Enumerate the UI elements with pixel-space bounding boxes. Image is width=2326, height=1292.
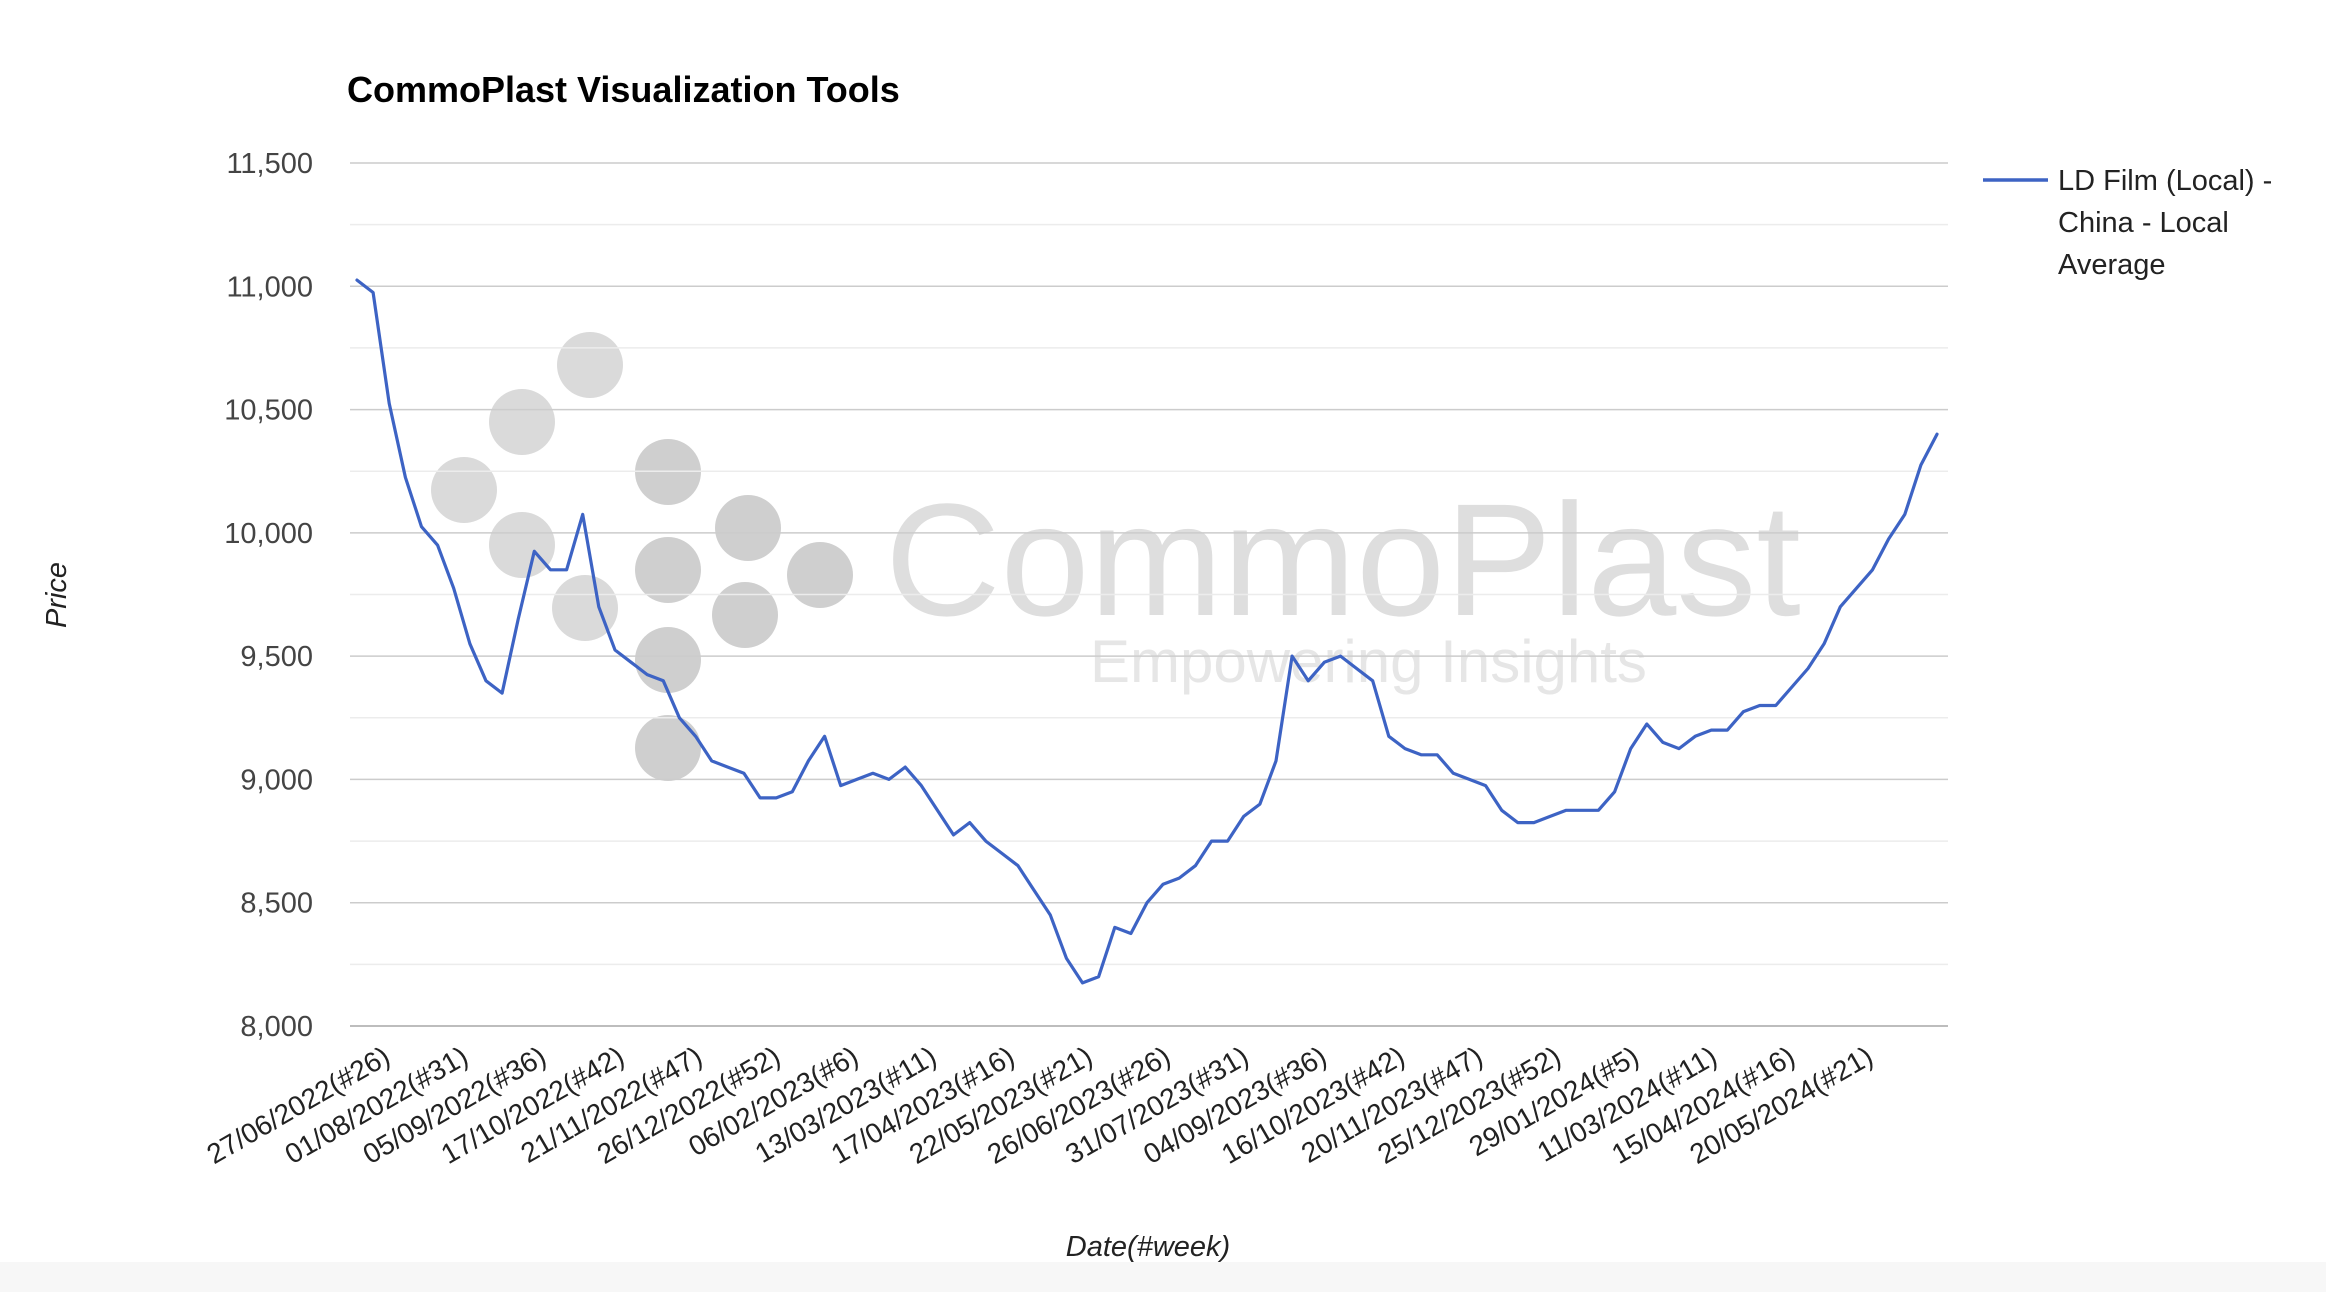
watermark-dot bbox=[557, 332, 623, 398]
watermark-dot bbox=[489, 512, 555, 578]
y-tick-label: 8,000 bbox=[240, 1011, 313, 1043]
y-tick-label: 11,500 bbox=[226, 148, 313, 180]
series-line-ld-film bbox=[355, 278, 1939, 985]
y-tick-label: 9,500 bbox=[240, 641, 313, 673]
watermark-dot bbox=[489, 389, 555, 455]
watermark-tagline: Empowering Insights bbox=[1090, 628, 1647, 695]
legend-label-line-1: LD Film (Local) - bbox=[2058, 165, 2272, 197]
bottom-band bbox=[0, 1262, 2326, 1292]
legend-label-line-2: China - Local bbox=[2058, 207, 2229, 239]
x-axis-tick-labels: 27/06/2022(#26)01/08/2022(#31)05/09/2022… bbox=[202, 1040, 1878, 1170]
y-axis-tick-labels: 8,000 8,500 9,000 9,500 10,000 10,500 11,000 11… bbox=[224, 148, 313, 1043]
watermark-dot bbox=[712, 582, 778, 648]
watermark-dot bbox=[431, 457, 497, 523]
y-tick-label: 10,500 bbox=[224, 395, 313, 427]
y-tick-label: 8,500 bbox=[240, 888, 313, 920]
watermark-dot bbox=[635, 537, 701, 603]
chart-title: CommoPlast Visualization Tools bbox=[347, 69, 900, 110]
watermark-dot bbox=[552, 575, 618, 641]
y-tick-label: 10,000 bbox=[224, 518, 313, 550]
x-axis-label: Date(#week) bbox=[1066, 1231, 1230, 1263]
y-tick-label: 11,000 bbox=[226, 271, 313, 303]
watermark-dot bbox=[787, 542, 853, 608]
y-axis-label: Price bbox=[41, 562, 73, 628]
legend[interactable]: LD Film (Local) - China - Local Average bbox=[1983, 165, 2272, 281]
watermark-dot bbox=[635, 439, 701, 505]
watermark-dot bbox=[635, 627, 701, 693]
watermark-logo-icon bbox=[431, 332, 853, 781]
minor-gridlines bbox=[350, 223, 1948, 966]
watermark-dot bbox=[715, 495, 781, 561]
y-tick-label: 9,000 bbox=[240, 764, 313, 796]
watermark-brand: CommoPlast bbox=[885, 470, 1801, 649]
legend-label-line-3: Average bbox=[2058, 249, 2166, 281]
watermark: CommoPlast Empowering Insights bbox=[431, 332, 1801, 781]
watermark-dot bbox=[635, 715, 701, 781]
